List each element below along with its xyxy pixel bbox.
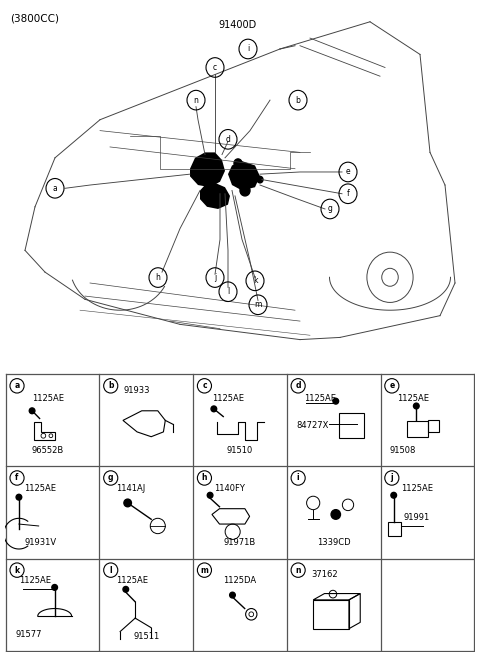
Text: f: f <box>15 474 19 483</box>
Text: 37162: 37162 <box>312 570 338 579</box>
Text: b: b <box>108 381 113 390</box>
Text: 1125AE: 1125AE <box>32 394 64 403</box>
Text: a: a <box>53 184 58 193</box>
Text: 1125AE: 1125AE <box>212 394 244 403</box>
Text: 91991: 91991 <box>403 513 430 522</box>
Text: h: h <box>156 273 160 282</box>
Circle shape <box>234 159 242 168</box>
Text: g: g <box>327 204 333 214</box>
Circle shape <box>333 398 338 404</box>
Text: (3800CC): (3800CC) <box>10 13 59 23</box>
Text: 96552B: 96552B <box>32 446 64 455</box>
Text: h: h <box>202 474 207 483</box>
Text: 1125AE: 1125AE <box>401 484 433 493</box>
Text: c: c <box>213 63 217 72</box>
Circle shape <box>413 403 419 409</box>
Text: 1125AE: 1125AE <box>19 576 51 585</box>
Text: 91508: 91508 <box>390 446 416 455</box>
Circle shape <box>124 499 132 507</box>
Text: m: m <box>201 566 208 574</box>
Text: k: k <box>253 276 257 286</box>
Text: a: a <box>14 381 20 390</box>
Circle shape <box>229 592 235 598</box>
Text: i: i <box>247 45 249 54</box>
Text: b: b <box>296 96 300 105</box>
Circle shape <box>29 408 35 414</box>
Bar <box>428 421 439 432</box>
Text: 91511: 91511 <box>133 632 159 641</box>
Text: g: g <box>108 474 113 483</box>
Text: m: m <box>254 300 262 309</box>
Text: k: k <box>14 566 20 574</box>
Text: c: c <box>202 381 207 390</box>
Text: e: e <box>346 168 350 176</box>
Polygon shape <box>200 183 230 209</box>
Text: 1141AJ: 1141AJ <box>116 484 145 493</box>
Text: i: i <box>297 474 300 483</box>
Circle shape <box>240 185 250 196</box>
Text: 1125DA: 1125DA <box>223 576 257 585</box>
Text: l: l <box>109 566 112 574</box>
Circle shape <box>123 586 129 592</box>
Text: n: n <box>193 96 198 105</box>
Text: j: j <box>391 474 393 483</box>
Circle shape <box>257 176 263 183</box>
Text: d: d <box>295 381 301 390</box>
Text: n: n <box>295 566 301 574</box>
Text: 91577: 91577 <box>15 630 42 639</box>
Circle shape <box>207 493 213 498</box>
Text: l: l <box>227 287 229 296</box>
Circle shape <box>16 495 22 500</box>
Text: 91933: 91933 <box>124 386 150 395</box>
Polygon shape <box>228 161 260 191</box>
Text: 1140FY: 1140FY <box>214 484 245 493</box>
Text: 91400D: 91400D <box>218 20 256 29</box>
Text: e: e <box>389 381 395 390</box>
Text: 91971B: 91971B <box>224 538 256 547</box>
Text: 1125AE: 1125AE <box>397 394 430 403</box>
Text: 1125AE: 1125AE <box>304 394 336 403</box>
Text: 91931V: 91931V <box>24 538 57 547</box>
Text: 84727X: 84727X <box>296 421 329 430</box>
Polygon shape <box>190 153 225 187</box>
Text: 1339CD: 1339CD <box>317 538 350 547</box>
Bar <box>407 421 428 437</box>
Text: 1125AE: 1125AE <box>116 576 148 585</box>
Text: f: f <box>347 189 349 198</box>
Circle shape <box>52 584 58 590</box>
Text: d: d <box>226 135 230 144</box>
Circle shape <box>391 493 396 498</box>
Bar <box>313 600 349 629</box>
Circle shape <box>211 406 216 412</box>
Text: j: j <box>214 273 216 282</box>
Circle shape <box>331 510 340 519</box>
Text: 91510: 91510 <box>227 446 253 455</box>
Text: 1125AE: 1125AE <box>24 484 57 493</box>
